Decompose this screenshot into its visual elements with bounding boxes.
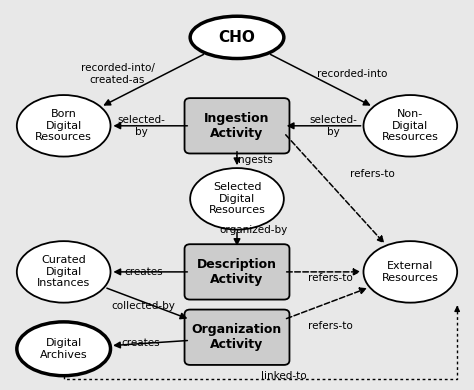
Ellipse shape xyxy=(364,95,457,156)
Text: refers-to: refers-to xyxy=(308,321,353,331)
Text: External
Resources: External Resources xyxy=(382,261,439,283)
Ellipse shape xyxy=(190,16,284,58)
Text: Organization
Activity: Organization Activity xyxy=(192,323,282,351)
Text: creates: creates xyxy=(124,267,163,277)
Text: recorded-into: recorded-into xyxy=(317,69,387,79)
Text: refers-to: refers-to xyxy=(308,273,353,283)
Text: refers-to: refers-to xyxy=(350,169,395,179)
FancyBboxPatch shape xyxy=(184,98,290,154)
Text: organized-by: organized-by xyxy=(219,225,288,236)
Ellipse shape xyxy=(190,168,284,230)
Ellipse shape xyxy=(17,322,110,376)
Text: Selected
Digital
Resources: Selected Digital Resources xyxy=(209,182,265,215)
Text: ingests: ingests xyxy=(235,155,272,165)
Text: linked-to: linked-to xyxy=(261,370,307,381)
Text: selected-
by: selected- by xyxy=(117,115,165,136)
Text: recorded-into/
created-as: recorded-into/ created-as xyxy=(81,63,155,85)
Ellipse shape xyxy=(364,241,457,303)
Ellipse shape xyxy=(17,241,110,303)
Text: creates: creates xyxy=(122,338,160,348)
Text: collected-by: collected-by xyxy=(111,301,175,312)
FancyBboxPatch shape xyxy=(184,310,290,365)
FancyBboxPatch shape xyxy=(184,244,290,300)
Ellipse shape xyxy=(17,95,110,156)
Text: selected-
by: selected- by xyxy=(309,115,357,136)
Text: Non-
Digital
Resources: Non- Digital Resources xyxy=(382,109,439,142)
Text: Digital
Archives: Digital Archives xyxy=(40,338,88,360)
Text: Curated
Digital
Instances: Curated Digital Instances xyxy=(37,255,91,289)
Text: Description
Activity: Description Activity xyxy=(197,258,277,286)
Text: Born
Digital
Resources: Born Digital Resources xyxy=(35,109,92,142)
Text: Ingestion
Activity: Ingestion Activity xyxy=(204,112,270,140)
Text: CHO: CHO xyxy=(219,30,255,45)
